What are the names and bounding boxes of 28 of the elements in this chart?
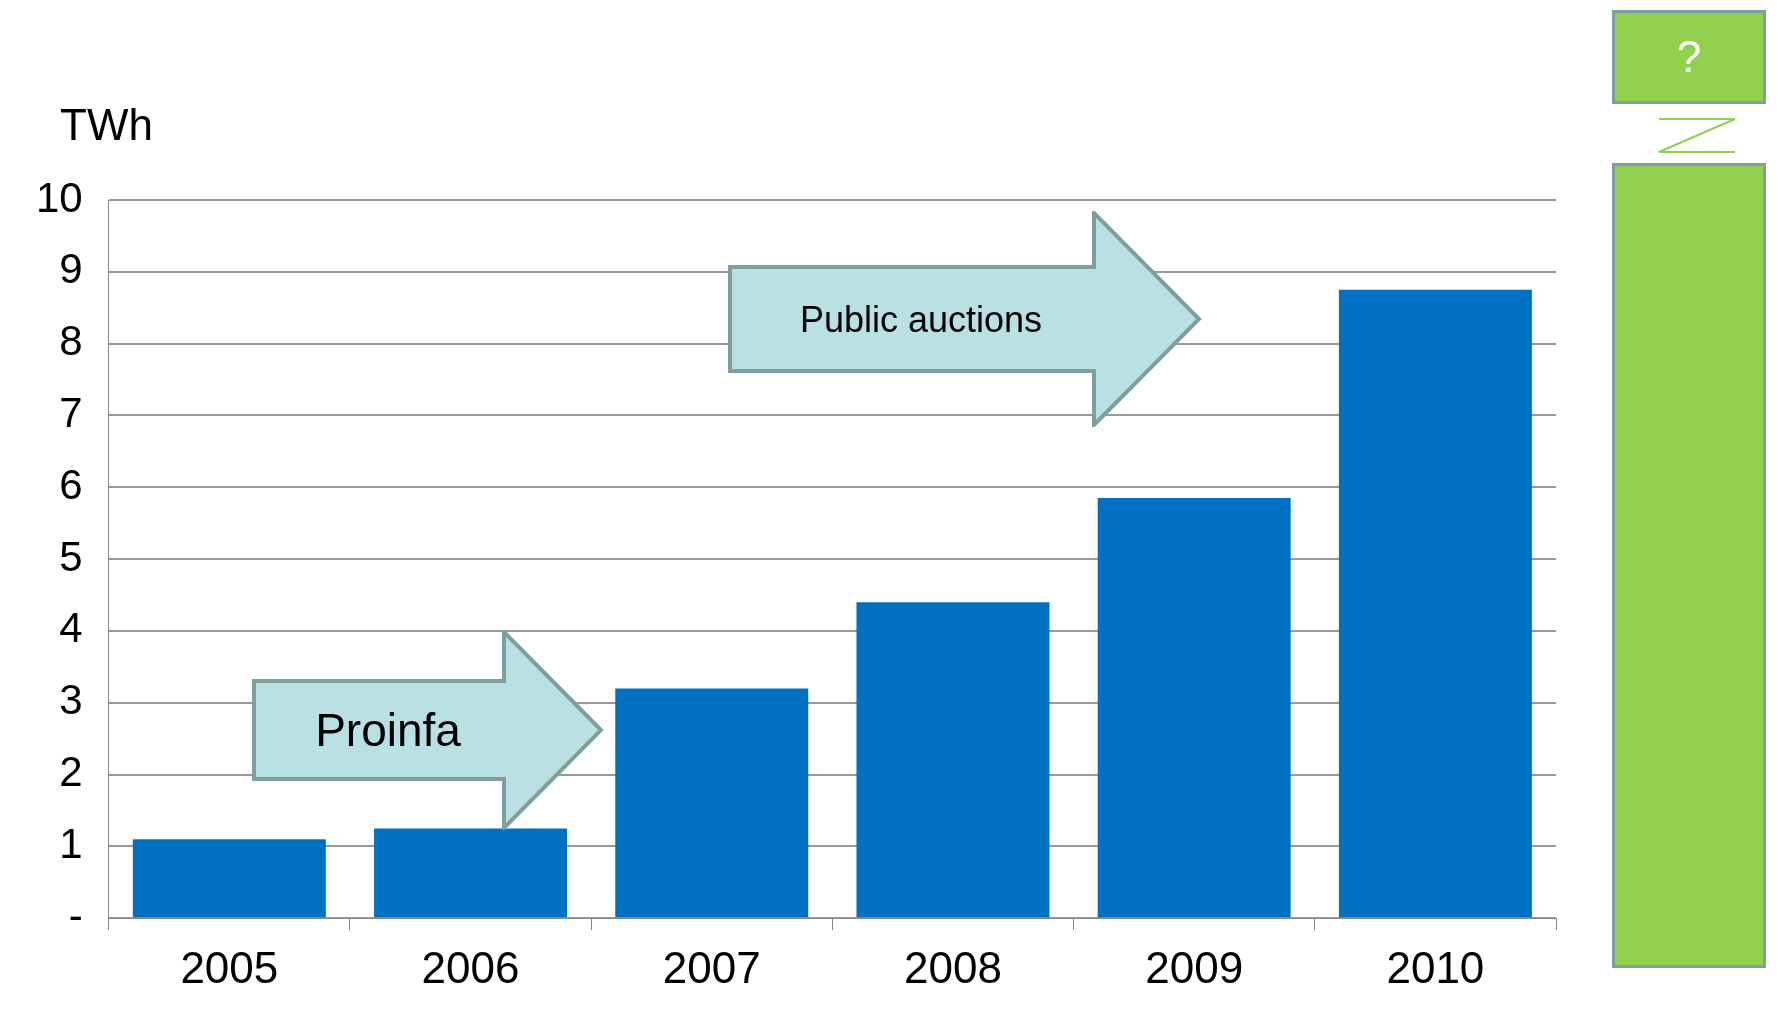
y-tick-label: 5 xyxy=(59,532,83,580)
x-tick-label: 2010 xyxy=(1386,942,1485,992)
right-arrow-callout: Public auctions xyxy=(728,211,1202,427)
y-axis-title: TWh xyxy=(60,100,153,150)
y-tick-label: - xyxy=(68,891,83,939)
y-tick-label: 2 xyxy=(59,748,83,796)
x-tick-label: 2007 xyxy=(662,942,761,992)
bar xyxy=(856,602,1050,918)
x-tick-label: 2008 xyxy=(904,942,1002,992)
x-tick-label: 2005 xyxy=(180,942,279,992)
y-tick-label: 6 xyxy=(59,460,83,508)
right-arrow-callout: Proinfa xyxy=(252,630,604,830)
bar xyxy=(374,828,568,918)
y-tick-label: 7 xyxy=(59,389,83,437)
bar xyxy=(615,688,809,918)
bar xyxy=(1097,498,1291,918)
y-tick-label: 8 xyxy=(59,317,83,365)
bar xyxy=(1338,289,1532,918)
y-tick-label: 10 xyxy=(36,173,83,221)
y-tick-label: 1 xyxy=(59,819,83,867)
y-tick-label: 9 xyxy=(59,245,83,293)
y-tick-label: 4 xyxy=(59,604,83,652)
bar xyxy=(132,839,326,918)
y-tick-label: 3 xyxy=(59,676,83,724)
annotation: Public auctions xyxy=(799,298,1043,340)
annotation: Proinfa xyxy=(315,704,462,756)
x-tick-label: 2006 xyxy=(421,942,520,992)
x-tick-label: 2009 xyxy=(1145,942,1244,992)
